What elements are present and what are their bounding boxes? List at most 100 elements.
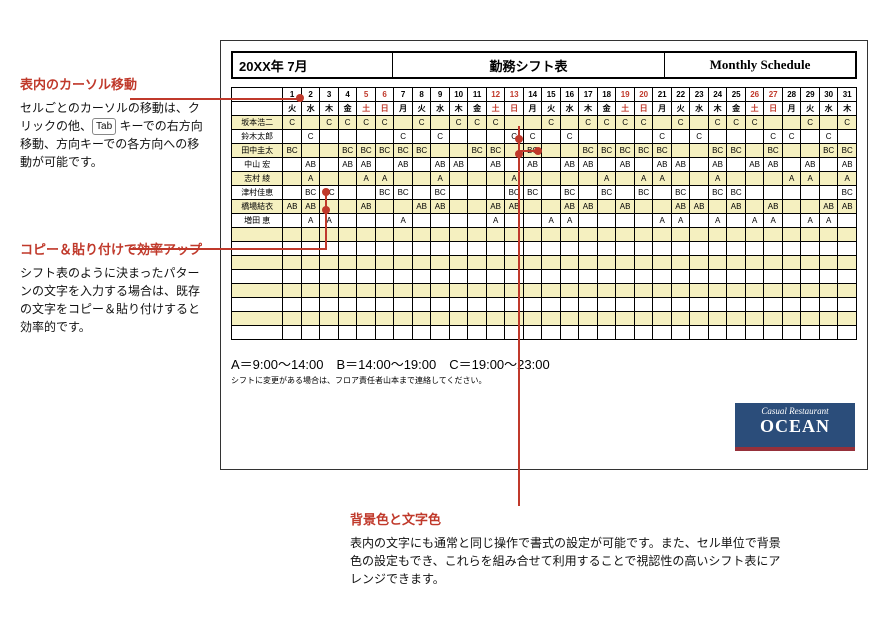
shift-cell[interactable] [819, 312, 838, 326]
shift-cell[interactable] [338, 228, 357, 242]
shift-cell[interactable]: A [634, 172, 653, 186]
shift-cell[interactable] [782, 256, 801, 270]
shift-cell[interactable] [357, 284, 376, 298]
shift-cell[interactable] [468, 158, 487, 172]
shift-cell[interactable] [449, 200, 468, 214]
shift-cell[interactable]: A [745, 214, 764, 228]
shift-cell[interactable] [782, 270, 801, 284]
shift-cell[interactable] [560, 228, 579, 242]
shift-cell[interactable] [449, 298, 468, 312]
shift-cell[interactable] [542, 256, 561, 270]
shift-cell[interactable]: BC [486, 144, 505, 158]
shift-cell[interactable]: AB [523, 158, 542, 172]
shift-cell[interactable] [431, 116, 450, 130]
shift-cell[interactable] [505, 214, 524, 228]
shift-cell[interactable] [708, 284, 727, 298]
shift-cell[interactable] [690, 312, 709, 326]
shift-cell[interactable] [819, 270, 838, 284]
shift-cell[interactable]: BC [338, 144, 357, 158]
shift-cell[interactable] [283, 256, 302, 270]
shift-cell[interactable] [764, 116, 783, 130]
shift-cell[interactable] [838, 130, 857, 144]
shift-cell[interactable] [301, 270, 320, 284]
shift-cell[interactable] [338, 172, 357, 186]
shift-cell[interactable] [801, 242, 820, 256]
shift-cell[interactable] [505, 116, 524, 130]
shift-cell[interactable] [708, 326, 727, 340]
shift-cell[interactable] [542, 270, 561, 284]
shift-cell[interactable]: BC [838, 186, 857, 200]
shift-cell[interactable] [560, 270, 579, 284]
shift-cell[interactable]: BC [560, 186, 579, 200]
shift-cell[interactable] [653, 228, 672, 242]
shift-cell[interactable]: C [819, 130, 838, 144]
shift-cell[interactable] [283, 172, 302, 186]
shift-cell[interactable] [560, 172, 579, 186]
shift-cell[interactable]: BC [708, 144, 727, 158]
shift-cell[interactable]: C [690, 130, 709, 144]
shift-cell[interactable] [449, 256, 468, 270]
shift-cell[interactable]: BC [320, 186, 339, 200]
shift-cell[interactable] [560, 144, 579, 158]
shift-cell[interactable] [394, 284, 413, 298]
shift-cell[interactable] [357, 214, 376, 228]
shift-cell[interactable] [708, 270, 727, 284]
shift-cell[interactable]: C [708, 116, 727, 130]
shift-cell[interactable]: A [782, 172, 801, 186]
shift-cell[interactable] [634, 298, 653, 312]
shift-cell[interactable] [671, 242, 690, 256]
shift-cell[interactable] [801, 298, 820, 312]
shift-cell[interactable] [486, 312, 505, 326]
shift-cell[interactable] [653, 200, 672, 214]
shift-cell[interactable] [690, 116, 709, 130]
shift-cell[interactable] [671, 228, 690, 242]
shift-cell[interactable] [597, 242, 616, 256]
shift-cell[interactable]: C [486, 116, 505, 130]
shift-cell[interactable] [801, 284, 820, 298]
shift-cell[interactable] [671, 284, 690, 298]
shift-cell[interactable] [449, 284, 468, 298]
shift-cell[interactable] [283, 270, 302, 284]
shift-cell[interactable]: C [634, 116, 653, 130]
shift-cell[interactable] [782, 312, 801, 326]
shift-cell[interactable] [542, 284, 561, 298]
shift-cell[interactable] [338, 242, 357, 256]
shift-cell[interactable] [690, 242, 709, 256]
shift-cell[interactable]: AB [560, 200, 579, 214]
shift-cell[interactable]: A [653, 172, 672, 186]
shift-cell[interactable] [745, 144, 764, 158]
shift-cell[interactable] [819, 298, 838, 312]
shift-cell[interactable] [412, 270, 431, 284]
shift-cell[interactable] [634, 228, 653, 242]
shift-cell[interactable] [782, 242, 801, 256]
shift-cell[interactable] [764, 256, 783, 270]
shift-cell[interactable] [431, 242, 450, 256]
shift-cell[interactable]: C [653, 130, 672, 144]
shift-cell[interactable] [320, 130, 339, 144]
shift-cell[interactable] [727, 242, 746, 256]
shift-cell[interactable] [357, 242, 376, 256]
shift-cell[interactable] [338, 284, 357, 298]
shift-cell[interactable]: BC [301, 186, 320, 200]
shift-cell[interactable] [468, 312, 487, 326]
shift-cell[interactable] [394, 242, 413, 256]
shift-cell[interactable] [819, 284, 838, 298]
shift-cell[interactable] [449, 228, 468, 242]
shift-cell[interactable] [597, 130, 616, 144]
shift-cell[interactable] [375, 270, 394, 284]
shift-cell[interactable] [634, 312, 653, 326]
shift-cell[interactable]: AB [653, 158, 672, 172]
shift-cell[interactable] [486, 270, 505, 284]
shift-cell[interactable]: AB [301, 200, 320, 214]
shift-cell[interactable] [301, 256, 320, 270]
shift-cell[interactable] [671, 144, 690, 158]
shift-cell[interactable]: AB [579, 158, 598, 172]
shift-cell[interactable] [764, 298, 783, 312]
shift-cell[interactable] [579, 214, 598, 228]
shift-cell[interactable] [727, 130, 746, 144]
shift-cell[interactable] [412, 186, 431, 200]
shift-cell[interactable] [468, 130, 487, 144]
shift-cell[interactable]: A [431, 172, 450, 186]
shift-cell[interactable] [320, 256, 339, 270]
shift-cell[interactable]: A [597, 172, 616, 186]
